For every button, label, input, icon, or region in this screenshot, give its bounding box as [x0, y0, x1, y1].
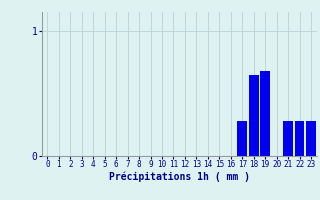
Bar [283, 121, 293, 156]
Bar [306, 121, 316, 156]
Bar [249, 75, 259, 156]
Bar [295, 121, 304, 156]
X-axis label: Précipitations 1h ( mm ): Précipitations 1h ( mm ) [109, 172, 250, 182]
Bar [237, 121, 247, 156]
Bar [260, 71, 270, 156]
